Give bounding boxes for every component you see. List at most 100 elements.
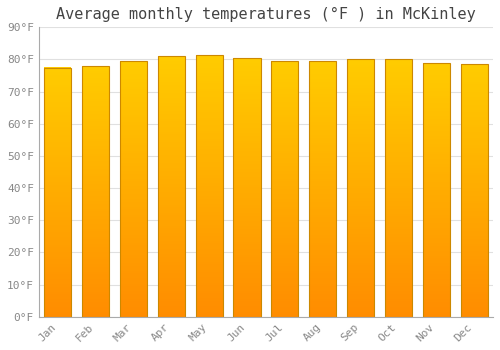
Bar bbox=[422, 279, 450, 281]
Bar bbox=[271, 181, 298, 184]
Bar bbox=[309, 153, 336, 156]
Bar bbox=[385, 126, 412, 129]
Bar bbox=[82, 179, 109, 181]
Bar bbox=[120, 299, 147, 301]
Bar bbox=[460, 178, 488, 181]
Bar bbox=[385, 60, 412, 62]
Bar bbox=[120, 286, 147, 289]
Bar bbox=[271, 232, 298, 235]
Bar bbox=[196, 57, 223, 60]
Bar bbox=[82, 279, 109, 282]
Bar bbox=[422, 101, 450, 103]
Bar bbox=[385, 98, 412, 101]
Bar bbox=[82, 171, 109, 174]
Bar bbox=[422, 85, 450, 88]
Bar bbox=[460, 226, 488, 229]
Bar bbox=[234, 254, 260, 257]
Bar bbox=[196, 270, 223, 272]
Bar bbox=[422, 200, 450, 202]
Bar bbox=[422, 108, 450, 111]
Bar bbox=[196, 293, 223, 296]
Bar bbox=[120, 289, 147, 291]
Bar bbox=[82, 68, 109, 71]
Bar bbox=[271, 102, 298, 105]
Bar bbox=[347, 121, 374, 124]
Bar bbox=[347, 124, 374, 126]
Bar bbox=[271, 260, 298, 263]
Bar bbox=[422, 106, 450, 108]
Bar bbox=[422, 129, 450, 131]
Bar bbox=[196, 173, 223, 175]
Bar bbox=[309, 174, 336, 176]
Bar bbox=[271, 225, 298, 227]
Bar bbox=[196, 212, 223, 215]
Bar bbox=[422, 167, 450, 169]
Bar bbox=[309, 74, 336, 76]
Bar bbox=[347, 196, 374, 198]
Bar bbox=[271, 271, 298, 273]
Bar bbox=[347, 239, 374, 242]
Bar bbox=[309, 115, 336, 117]
Bar bbox=[385, 93, 412, 96]
Bar bbox=[309, 150, 336, 153]
Bar bbox=[309, 84, 336, 87]
Bar bbox=[309, 276, 336, 279]
Bar bbox=[309, 291, 336, 294]
Bar bbox=[271, 235, 298, 238]
Bar bbox=[158, 124, 185, 127]
Bar bbox=[234, 76, 260, 78]
Bar bbox=[271, 99, 298, 102]
Bar bbox=[309, 92, 336, 94]
Bar bbox=[347, 255, 374, 258]
Bar bbox=[460, 160, 488, 163]
Bar bbox=[82, 226, 109, 229]
Bar bbox=[460, 188, 488, 190]
Bar bbox=[196, 81, 223, 83]
Bar bbox=[234, 159, 260, 161]
Bar bbox=[120, 135, 147, 138]
Bar bbox=[44, 297, 72, 299]
Bar bbox=[309, 240, 336, 243]
Bar bbox=[234, 151, 260, 154]
Bar bbox=[422, 190, 450, 192]
Bar bbox=[82, 106, 109, 108]
Bar bbox=[44, 132, 72, 135]
Bar bbox=[234, 229, 260, 231]
Bar bbox=[196, 206, 223, 209]
Bar bbox=[385, 273, 412, 276]
Bar bbox=[234, 146, 260, 148]
Bar bbox=[82, 272, 109, 274]
Bar bbox=[234, 208, 260, 211]
Bar bbox=[347, 142, 374, 145]
Bar bbox=[158, 98, 185, 100]
Bar bbox=[460, 233, 488, 236]
Bar bbox=[82, 211, 109, 214]
Bar bbox=[234, 252, 260, 255]
Bar bbox=[44, 122, 72, 125]
Bar bbox=[422, 304, 450, 307]
Bar bbox=[44, 112, 72, 115]
Bar bbox=[120, 138, 147, 140]
Bar bbox=[44, 140, 72, 142]
Bar bbox=[158, 192, 185, 194]
Bar bbox=[271, 204, 298, 207]
Bar bbox=[82, 98, 109, 101]
Bar bbox=[460, 248, 488, 251]
Bar bbox=[44, 234, 72, 237]
Bar bbox=[309, 117, 336, 120]
Bar bbox=[460, 264, 488, 266]
Bar bbox=[158, 64, 185, 66]
Bar bbox=[196, 86, 223, 89]
Bar bbox=[460, 196, 488, 198]
Bar bbox=[309, 314, 336, 317]
Bar bbox=[196, 267, 223, 270]
Bar bbox=[385, 301, 412, 304]
Bar bbox=[82, 304, 109, 307]
Bar bbox=[347, 245, 374, 247]
Bar bbox=[385, 132, 412, 134]
Bar bbox=[385, 250, 412, 252]
Bar bbox=[158, 231, 185, 233]
Bar bbox=[347, 211, 374, 214]
Bar bbox=[44, 215, 72, 217]
Bar bbox=[422, 152, 450, 154]
